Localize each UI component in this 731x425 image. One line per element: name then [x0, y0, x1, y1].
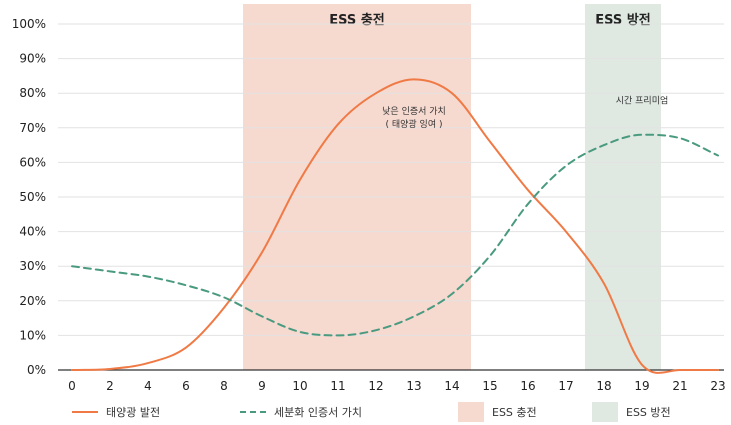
series-2-point — [223, 296, 226, 299]
series-1-point — [71, 369, 74, 372]
bands: ESS 충전 ESS 방전 — [243, 4, 661, 370]
y-tick-label: 10% — [19, 328, 46, 342]
y-tick-label: 50% — [19, 190, 46, 204]
series-1-point — [489, 140, 492, 143]
y-tick-label: 70% — [19, 121, 46, 135]
legend-label-4: ESS 방전 — [626, 406, 671, 419]
series-1-point — [337, 123, 340, 126]
legend-swatch-4 — [592, 402, 618, 422]
x-tick-label: 8 — [220, 379, 228, 393]
band-label-2: ESS 방전 — [595, 12, 650, 28]
x-tick-label: 16 — [520, 379, 535, 393]
series-line-2 — [71, 133, 719, 337]
series-1-point — [147, 362, 150, 365]
x-tick-label: 10 — [292, 379, 307, 393]
series-1-point — [261, 251, 264, 254]
series-2-point — [299, 330, 302, 333]
series-1-point — [109, 367, 112, 370]
series-1-point — [527, 189, 530, 192]
legend: 태양광 발전 세분화 인증서 가치 ESS 충전 ESS 방전 — [72, 402, 671, 422]
series-2-point — [717, 154, 720, 157]
series-2-point — [185, 284, 188, 287]
band-label-1: ESS 충전 — [329, 12, 384, 28]
series-1-point — [565, 230, 568, 233]
annotations: 낮은 인증서 가치( 태양광 잉여 ) 시간 프리미엄 — [382, 95, 668, 130]
band-2 — [585, 4, 661, 370]
x-tick-label: 23 — [710, 379, 725, 393]
series-2-point — [261, 315, 264, 318]
series-2-point — [527, 202, 530, 205]
x-tick-label: 12 — [368, 379, 383, 393]
series-1-point — [223, 306, 226, 309]
series-1-point — [451, 92, 454, 95]
series-2-point — [337, 334, 340, 337]
x-tick-label: 0 — [68, 379, 76, 393]
y-tick-label: 80% — [19, 86, 46, 100]
series-2-point — [641, 133, 644, 136]
x-tick-label: 4 — [144, 379, 152, 393]
band-1 — [243, 4, 471, 370]
series-2-point — [375, 329, 378, 332]
x-tick-label: 13 — [406, 379, 421, 393]
x-tick-label: 19 — [634, 379, 649, 393]
series-line-1 — [71, 78, 719, 374]
y-tick-label: 40% — [19, 225, 46, 239]
series-2-point — [71, 265, 74, 268]
x-tick-label: 18 — [596, 379, 611, 393]
x-tick-label: 15 — [482, 379, 497, 393]
annotation-1: 낮은 인증서 가치( 태양광 잉여 ) — [382, 105, 446, 130]
series — [71, 78, 720, 374]
series-2-point — [489, 254, 492, 257]
series-1-point — [679, 369, 682, 372]
x-tick-label: 14 — [444, 379, 459, 393]
gridlines — [58, 23, 724, 371]
series-1-point — [185, 346, 188, 349]
annotation-2: 시간 프리미엄 — [616, 95, 669, 107]
series-2-point — [147, 275, 150, 278]
series-2-point — [109, 270, 112, 273]
y-axis-ticks: 0% 10% 20% 30% 40% 50% 60% 70% 80% 90% 100% — [12, 17, 46, 377]
x-tick-label: 21 — [672, 379, 687, 393]
legend-label-2: 세분화 인증서 가치 — [274, 406, 362, 419]
x-tick-label: 9 — [258, 379, 266, 393]
series-2-point — [679, 137, 682, 140]
series-2-point — [603, 144, 606, 147]
x-tick-label: 2 — [106, 379, 114, 393]
y-tick-label: 20% — [19, 294, 46, 308]
y-tick-label: 0% — [27, 363, 46, 377]
x-tick-label: 11 — [330, 379, 345, 393]
series-1-point — [717, 369, 720, 372]
y-tick-label: 100% — [12, 17, 46, 31]
series-1-point — [375, 92, 378, 95]
legend-label-1: 태양광 발전 — [106, 406, 160, 419]
x-tick-label: 17 — [558, 379, 573, 393]
legend-swatch-3 — [458, 402, 484, 422]
series-2-point — [565, 164, 568, 167]
series-1-point — [641, 363, 644, 366]
series-2-point — [413, 315, 416, 318]
legend-label-3: ESS 충전 — [492, 406, 537, 419]
series-1-point — [603, 282, 606, 285]
y-tick-label: 30% — [19, 259, 46, 273]
series-1-point — [299, 178, 302, 181]
x-tick-label: 6 — [182, 379, 190, 393]
y-tick-label: 60% — [19, 155, 46, 169]
series-1-point — [413, 78, 416, 81]
y-tick-label: 90% — [19, 52, 46, 66]
series-2-point — [451, 292, 454, 295]
x-axis-ticks: 0 2 4 6 8 9 10 11 12 13 14 15 16 17 18 19 21 23 — [68, 379, 725, 393]
